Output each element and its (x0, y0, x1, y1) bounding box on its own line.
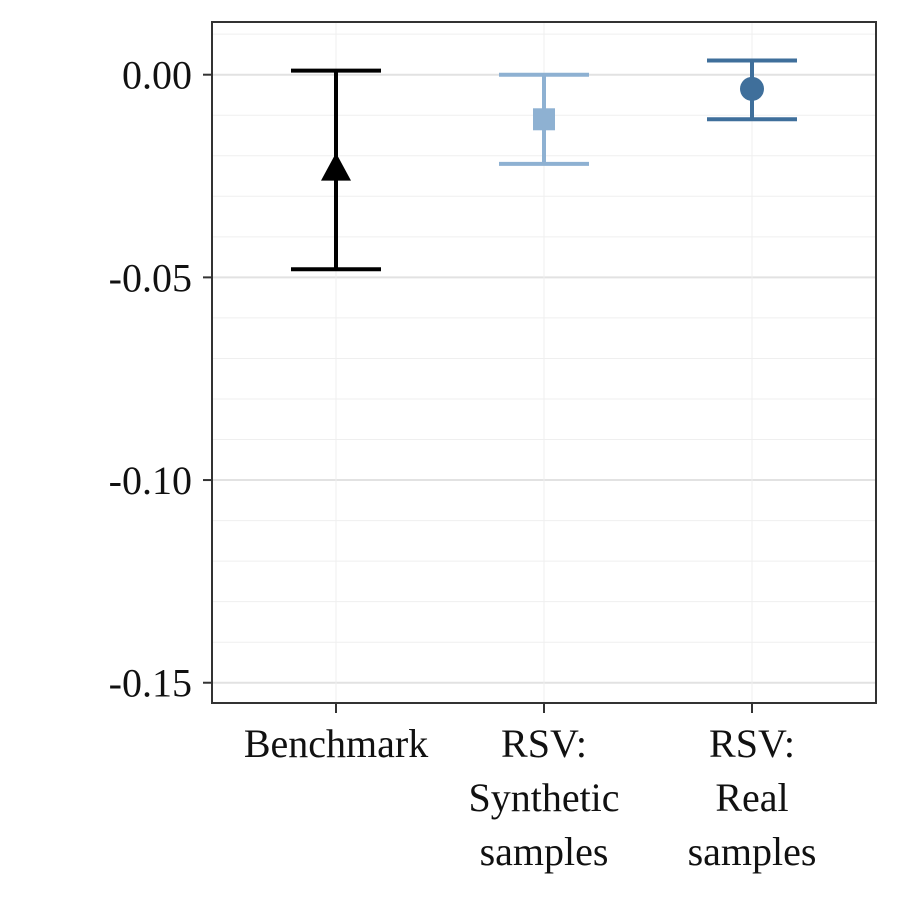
x-tick-label: Synthetic (468, 775, 619, 820)
y-tick-label: -0.05 (109, 255, 192, 300)
point-marker-square (533, 108, 555, 131)
y-tick-label: -0.15 (109, 661, 192, 706)
x-tick-label: samples (480, 829, 609, 874)
x-tick-label: RSV: (709, 721, 795, 766)
error-bar-group (499, 72, 589, 166)
point-marker-triangle (321, 152, 351, 181)
axis-layer (203, 73, 753, 713)
x-tick-label: Real (715, 775, 788, 820)
data-layer (291, 58, 797, 272)
error-bar-group (291, 68, 381, 272)
point-marker-circle (740, 76, 764, 101)
y-tick-label: 0.00 (122, 53, 192, 98)
x-tick-label: samples (688, 829, 817, 874)
y-tick-label: -0.10 (109, 458, 192, 503)
error-bar-group (707, 58, 797, 122)
x-tick-label: RSV: (501, 721, 587, 766)
x-tick-label: Benchmark (244, 721, 428, 766)
label-layer: 0.00 -0.05 -0.10 -0.15 Benchmark RSV: Syntheti… (109, 53, 817, 874)
